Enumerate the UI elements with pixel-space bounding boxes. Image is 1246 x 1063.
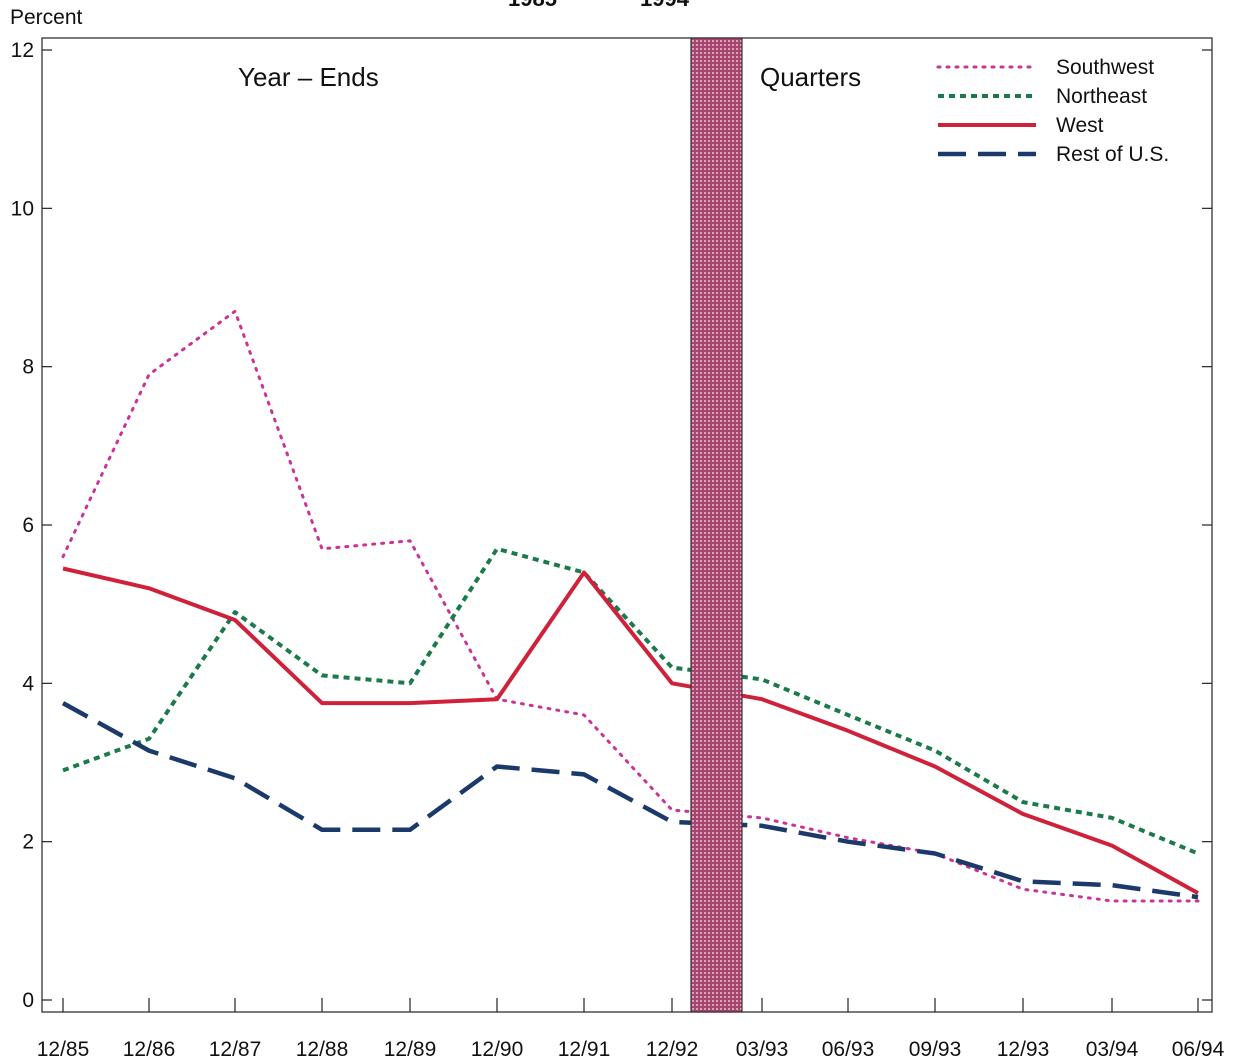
x-tick-label: 12/91 — [558, 1038, 611, 1061]
title-fragment-end: 1994 — [640, 0, 690, 11]
x-tick-label: 12/86 — [123, 1038, 176, 1061]
y-tick-label: 6 — [22, 514, 34, 537]
legend-label: Rest of U.S. — [1056, 143, 1169, 166]
plot-frame — [41, 37, 1213, 1013]
x-tick-label: 06/94 — [1172, 1038, 1225, 1061]
legend: Southwest Northeast West Rest of U.S. — [936, 56, 1169, 166]
series-lines — [61, 309, 1200, 903]
x-tick-label: 12/88 — [296, 1038, 349, 1061]
legend-label: Southwest — [1056, 56, 1154, 79]
x-tick-label: 03/93 — [736, 1038, 789, 1061]
x-tick-label: 12/87 — [209, 1038, 262, 1061]
legend-label: West — [1056, 114, 1104, 137]
x-tick-label: 12/85 — [37, 1038, 90, 1061]
x-tick-label: 03/94 — [1086, 1038, 1139, 1061]
x-tick-label: 09/93 — [909, 1038, 962, 1061]
x-tick-label: 12/89 — [384, 1038, 437, 1061]
title-fragment-start: 1985 — [508, 0, 557, 11]
y-tick-label: 12 — [11, 39, 34, 62]
y-tick-label: 4 — [22, 672, 34, 695]
x-tick-label: 12/93 — [997, 1038, 1050, 1061]
y-axis: 0 2 4 6 8 10 12 — [11, 39, 1212, 1012]
panel-label-year-ends: Year – Ends — [238, 62, 379, 92]
x-tick-label: 06/93 — [822, 1038, 875, 1061]
panel-label-quarters: Quarters — [760, 62, 861, 92]
separator-band — [690, 37, 743, 1013]
x-tick-label: 12/92 — [646, 1038, 699, 1061]
y-tick-label: 8 — [22, 356, 34, 379]
plot-border — [41, 37, 1213, 1013]
series-line-southwest — [61, 309, 1200, 903]
y-tick-label: 0 — [22, 989, 34, 1012]
period-separator — [690, 37, 743, 1013]
legend-label: Northeast — [1056, 85, 1147, 108]
series-line-rest-of-u-s — [61, 701, 1199, 900]
y-axis-label: Percent — [10, 6, 83, 29]
series-line-west — [62, 566, 1199, 895]
x-axis: 12/85 12/86 12/87 12/88 12/89 12/90 12/91 12/92… — [37, 998, 1225, 1061]
x-tick-label: 12/90 — [471, 1038, 524, 1061]
series-line-northeast — [62, 546, 1199, 856]
y-tick-label: 2 — [22, 831, 34, 854]
y-tick-label: 10 — [11, 197, 34, 220]
